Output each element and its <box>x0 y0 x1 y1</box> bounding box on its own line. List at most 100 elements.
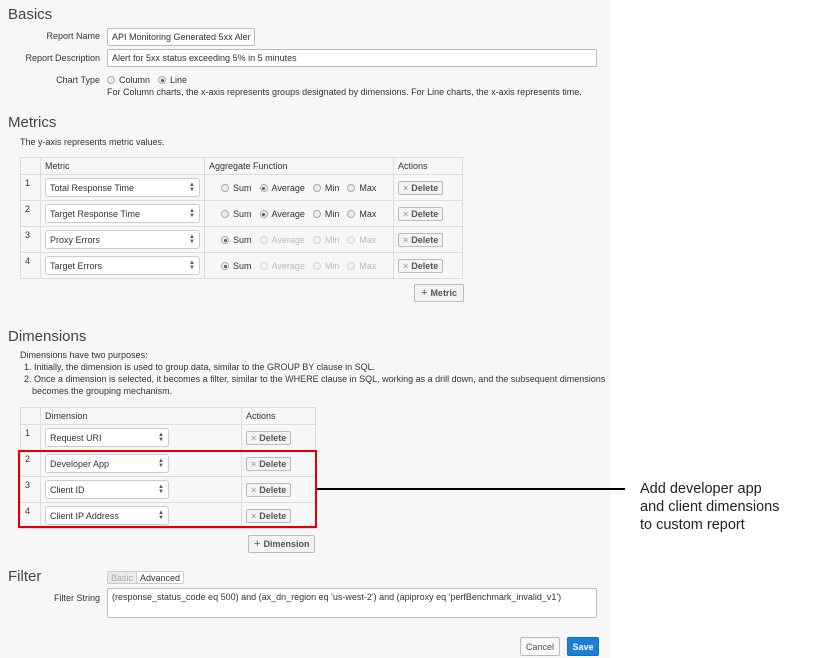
aggregate-option-label: Sum <box>233 261 252 271</box>
radio-checked-icon <box>221 236 229 244</box>
actions-cell: × Delete <box>393 174 463 201</box>
dimensions-point-2: 2. Once a dimension is selected, it beco… <box>24 374 606 384</box>
col-dimension: Dimension <box>40 407 242 425</box>
radio-icon <box>259 262 268 270</box>
select-value: Client IP Address <box>50 510 119 521</box>
add-metric-button[interactable]: + Metric <box>414 284 464 302</box>
chart-type-line-label: Line <box>170 75 188 85</box>
aggregate-option-sum[interactable]: Sum <box>221 183 252 193</box>
dimension-select[interactable]: Request URI ▲ ▼ <box>45 428 169 447</box>
chart-type-column[interactable]: Column <box>107 75 150 85</box>
radio-icon <box>347 184 356 192</box>
select-value: Proxy Errors <box>50 234 101 245</box>
col-metric: Metric <box>40 157 205 175</box>
select-cell: Request URI ▲ ▼ <box>40 424 242 451</box>
metrics-table: Metric Aggregate Function Actions 1 Total… <box>20 157 463 279</box>
aggregate-option-min[interactable]: Min <box>312 209 339 219</box>
aggregate-option-sum[interactable]: Sum <box>221 235 252 245</box>
delete-button[interactable]: × Delete <box>398 259 444 273</box>
row-index: 3 <box>20 226 41 253</box>
save-button[interactable]: Save <box>567 637 599 656</box>
radio-checked-icon <box>259 210 268 218</box>
filter-string-textarea[interactable]: (response_status_code eq 500) and (ax_dn… <box>107 588 597 618</box>
radio-icon <box>221 184 229 192</box>
delete-button[interactable]: × Delete <box>246 509 292 523</box>
aggregate-option-average: Average <box>259 261 305 271</box>
table-row: 2 Target Response Time ▲ ▼ Sum Average Min Max ×… <box>20 200 463 227</box>
delete-button[interactable]: × Delete <box>398 207 444 221</box>
annotation-line: Add developer app <box>640 481 762 497</box>
aggregate-option-label: Min <box>324 183 340 193</box>
select-value: Target Errors <box>50 260 103 271</box>
aggregate-option-average[interactable]: Average <box>259 183 305 193</box>
aggregate-option-max[interactable]: Max <box>347 209 376 219</box>
select-cell: Client IP Address ▲ ▼ <box>40 502 242 529</box>
delete-label: Delete <box>411 209 439 219</box>
highlight-box <box>18 450 317 528</box>
dimension-select[interactable]: Client IP Address ▲ ▼ <box>45 506 169 525</box>
metric-select[interactable]: Target Response Time ▲ ▼ <box>45 204 200 223</box>
table-row: 4 Target Errors ▲ ▼ Sum Average Min Max × Delete <box>20 252 463 279</box>
updown-arrows-icon: ▲ ▼ <box>189 207 195 219</box>
chart-type-line[interactable]: Line <box>158 75 187 85</box>
updown-arrows-icon: ▲ ▼ <box>158 431 164 443</box>
aggregate-cell: Sum Average Min Max <box>204 174 394 201</box>
aggregate-option-average[interactable]: Average <box>259 209 305 219</box>
report-name-label: Report Name <box>46 31 100 41</box>
delete-button[interactable]: × Delete <box>398 233 444 247</box>
dimension-select[interactable]: Client ID ▲ ▼ <box>45 480 169 499</box>
cancel-button[interactable]: Cancel <box>520 637 560 656</box>
close-icon: × <box>251 459 257 469</box>
row-index: 2 <box>20 200 41 227</box>
filter-title: Filter <box>8 568 42 585</box>
delete-label: Delete <box>259 511 287 521</box>
select-cell: Target Errors ▲ ▼ <box>40 252 205 279</box>
dimension-select[interactable]: Developer App ▲ ▼ <box>45 454 169 473</box>
radio-icon <box>347 236 356 244</box>
metric-select[interactable]: Target Errors ▲ ▼ <box>45 256 200 275</box>
annotation-line: and client dimensions <box>640 499 780 515</box>
add-dimension-label: Dimension <box>263 539 310 549</box>
radio-checked-icon <box>158 76 166 84</box>
add-dimension-button[interactable]: + Dimension <box>248 535 316 553</box>
metric-select[interactable]: Total Response Time ▲ ▼ <box>45 178 200 197</box>
select-cell: Target Response Time ▲ ▼ <box>40 200 205 227</box>
delete-button[interactable]: × Delete <box>246 431 292 445</box>
aggregate-option-label: Max <box>359 261 377 271</box>
metric-select[interactable]: Proxy Errors ▲ ▼ <box>45 230 200 249</box>
col-actions: Actions <box>393 157 463 175</box>
close-icon: × <box>251 511 257 521</box>
delete-button[interactable]: × Delete <box>246 483 292 497</box>
select-value: Total Response Time <box>50 182 135 193</box>
aggregate-option-label: Min <box>324 261 340 271</box>
report-description-input[interactable]: Alert for 5xx status exceeding 5% in 5 m… <box>107 49 597 67</box>
annotation: Add developer app and client dimensions … <box>640 480 779 534</box>
close-icon: × <box>251 485 257 495</box>
actions-cell: × Delete <box>241 502 316 529</box>
select-value: Target Response Time <box>50 208 141 219</box>
aggregate-option-sum[interactable]: Sum <box>221 261 252 271</box>
aggregate-option-min[interactable]: Min <box>312 183 340 193</box>
aggregate-option-label: Average <box>271 235 305 245</box>
metrics-title: Metrics <box>8 114 57 131</box>
aggregate-option-label: Average <box>271 261 305 271</box>
delete-button[interactable]: × Delete <box>246 457 292 471</box>
actions-cell: × Delete <box>393 252 463 279</box>
delete-button[interactable]: × Delete <box>398 181 444 195</box>
radio-icon <box>221 210 229 218</box>
aggregate-option-label: Max <box>359 209 377 219</box>
delete-label: Delete <box>259 459 287 469</box>
aggregate-option-label: Max <box>359 235 377 245</box>
updown-arrows-icon: ▲ ▼ <box>189 181 195 193</box>
dimensions-point-1: 1. Initially, the dimension is used to g… <box>24 362 376 372</box>
tab-basic[interactable]: Basic <box>108 572 138 583</box>
actions-cell: × Delete <box>241 476 316 503</box>
dimensions-point-2-cont: becomes the grouping mechanism. <box>32 386 173 396</box>
aggregate-option-max[interactable]: Max <box>347 183 376 193</box>
aggregate-option-sum[interactable]: Sum <box>221 209 252 219</box>
plus-icon: + <box>421 287 428 299</box>
radio-checked-icon <box>221 262 229 270</box>
report-name-input[interactable]: API Monitoring Generated 5xx Aler <box>107 28 255 46</box>
close-icon: × <box>403 183 409 193</box>
tab-advanced[interactable]: Advanced <box>137 572 184 583</box>
